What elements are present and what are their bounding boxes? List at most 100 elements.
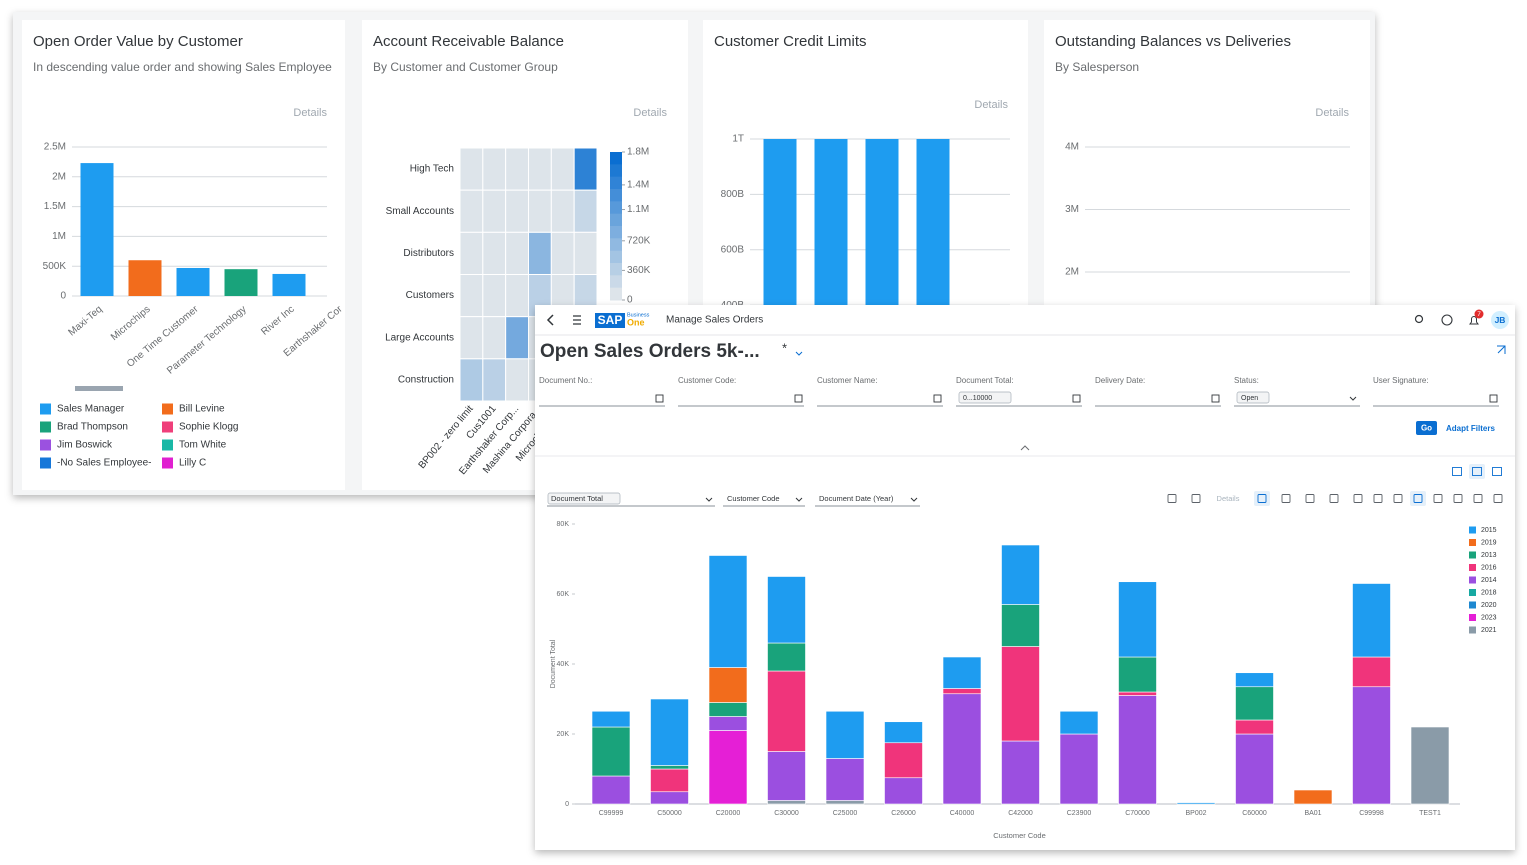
card-subtitle: In descending value order and showing Sa…	[33, 60, 332, 74]
toolbar-icon[interactable]	[1329, 494, 1339, 503]
heat-cell	[505, 316, 529, 360]
legend-swatch	[1469, 576, 1476, 584]
dimension-label: Customer Code	[727, 494, 780, 503]
heat-cell	[573, 147, 598, 191]
back-button[interactable]	[546, 314, 554, 326]
legend-label: -No Sales Employee-	[57, 458, 151, 469]
filter-token	[958, 391, 1012, 404]
help-icon[interactable]	[1441, 314, 1453, 326]
toolbar-icon[interactable]	[1433, 494, 1443, 503]
y-tick-label: 1M	[52, 231, 66, 242]
legend-swatch	[1469, 564, 1476, 571]
legend-swatch	[1469, 589, 1476, 596]
badge	[1474, 309, 1484, 319]
y-tick-label: 3M	[1065, 204, 1079, 215]
bar-segment	[708, 555, 748, 668]
heat-cell	[550, 231, 575, 275]
filter-token-text: Open	[1241, 395, 1258, 402]
y-tick-label: 600B	[721, 244, 745, 255]
legend-swatch	[162, 439, 173, 451]
heat-cell	[550, 147, 575, 191]
value-help-icon[interactable]	[1489, 394, 1498, 403]
avatar[interactable]	[1491, 311, 1509, 329]
x-tick-label: BP002	[1185, 810, 1206, 817]
bar-segment	[1001, 544, 1040, 605]
go-label: Go	[1421, 424, 1432, 433]
toolbar-icon[interactable]	[1353, 494, 1363, 503]
row-label: High Tech	[410, 164, 454, 175]
heat-cell	[459, 316, 484, 360]
tool-active	[1410, 491, 1426, 506]
toolbar-icon[interactable]	[1453, 494, 1463, 503]
filter-token	[1236, 391, 1270, 404]
value-help-icon[interactable]	[794, 394, 803, 403]
details-link[interactable]: Details	[633, 107, 667, 119]
toolbar-icon[interactable]	[1373, 494, 1383, 503]
legend-label: Sophie Klogg	[179, 422, 239, 433]
dropdown-icon[interactable]	[1349, 396, 1357, 401]
share-icon[interactable]	[1497, 345, 1506, 354]
bar-segment	[825, 800, 865, 805]
bar-segment	[942, 693, 982, 805]
variant-chevron[interactable]	[795, 351, 803, 356]
heat-cell	[459, 147, 484, 191]
dimension-label: Document Total	[551, 494, 603, 503]
legend-label: 2013	[1481, 552, 1497, 559]
dimension-token	[547, 492, 621, 505]
logo-line2: One	[627, 317, 645, 327]
legend-swatch	[1469, 551, 1476, 559]
x-tick-label: TEST1	[1419, 810, 1441, 817]
view-toggle[interactable]	[1492, 467, 1502, 476]
toolbar-icon[interactable]	[1191, 494, 1201, 503]
heat-cell	[528, 231, 552, 275]
legend-swatch	[1469, 526, 1476, 534]
details-link[interactable]: Details	[293, 107, 327, 119]
color-bar	[610, 164, 622, 178]
toolbar-icon[interactable]	[1281, 494, 1291, 503]
toolbar-icon[interactable]	[1493, 494, 1503, 503]
logo-brand: SAP	[598, 313, 623, 327]
bar-segment	[650, 768, 689, 793]
y-tick-label: 1.5M	[44, 201, 66, 212]
toolbar-icon[interactable]	[1305, 494, 1315, 503]
details-button[interactable]: Details	[1217, 494, 1240, 503]
x-tick-label: C42000	[1008, 810, 1033, 817]
filter-label: Status:	[1234, 376, 1259, 385]
heat-cell	[482, 189, 507, 233]
heat-cell	[482, 358, 507, 402]
bar-segment	[1118, 656, 1157, 693]
bar-segment	[708, 702, 748, 717]
toolbar-icon[interactable]	[1393, 494, 1403, 503]
menu-button[interactable]	[573, 315, 581, 325]
view-toggle[interactable]	[1472, 467, 1482, 476]
row-label: Customers	[406, 290, 454, 301]
value-help-icon[interactable]	[655, 394, 664, 403]
bar-segment	[767, 751, 806, 801]
value-help-icon[interactable]	[1211, 394, 1220, 403]
toolbar-icon[interactable]	[1167, 494, 1177, 503]
legend-label: 2018	[1481, 589, 1497, 596]
y-tick-label: 2M	[1065, 267, 1079, 278]
value-help-icon[interactable]	[933, 394, 942, 403]
heat-cell	[505, 231, 529, 275]
heat-cell	[573, 189, 598, 233]
filter-label: Customer Name:	[817, 376, 877, 385]
y-axis-title: Document Total	[550, 639, 557, 688]
go-button[interactable]	[1416, 421, 1437, 435]
view-toggle[interactable]	[1452, 467, 1462, 476]
bell-icon[interactable]	[1469, 316, 1479, 325]
toolbar-icon[interactable]	[1257, 494, 1267, 503]
details-link[interactable]: Details	[1315, 107, 1349, 119]
toolbar-icon[interactable]	[1413, 494, 1423, 503]
toolbar-icon[interactable]	[1473, 494, 1483, 503]
bar-segment	[650, 698, 689, 766]
value-help-icon[interactable]	[1072, 394, 1081, 403]
bar-segment	[591, 775, 631, 805]
collapse-button[interactable]	[1020, 445, 1030, 451]
bar	[272, 273, 306, 296]
details-link[interactable]: Details	[974, 99, 1008, 111]
adapt-filters[interactable]: Adapt Filters	[1446, 424, 1495, 433]
search-icon[interactable]	[1414, 314, 1424, 324]
legend-label: 2015	[1481, 527, 1497, 534]
